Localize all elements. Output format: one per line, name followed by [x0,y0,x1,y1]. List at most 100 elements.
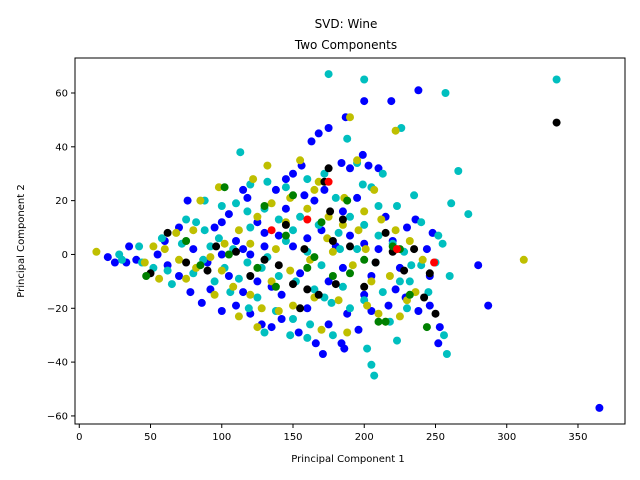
scatter-point-blue-62 [346,231,354,240]
scatter-point-blue-55 [422,245,431,254]
scatter-point-blue-17 [281,175,290,184]
scatter-point-blue-20 [243,193,252,202]
scatter-point-blue-51 [425,301,434,310]
scatter-point-olive-42 [220,239,229,248]
scatter-point-blue-41 [311,339,320,348]
x-tick-label: 250 [426,432,445,443]
scatter-point-black-12 [331,280,340,289]
scatter-point-cyan-13 [363,344,372,353]
scatter-point-cyan-50 [303,175,312,184]
scatter-point-blue-6 [324,124,333,132]
scatter-points [92,70,604,412]
scatter-point-cyan-64 [310,285,319,294]
scatter-point-blue-10 [358,150,367,159]
scatter-point-olive-0 [92,247,101,256]
scatter-point-black-20 [420,293,429,302]
scatter-point-olive-49 [246,290,255,299]
scatter-point-cyan-58 [407,261,416,270]
scatter-point-blue-47 [384,301,393,310]
scatter-point-cyan-7 [464,210,473,219]
scatter-point-black-1 [324,164,333,173]
scatter-point-black-27 [281,220,290,229]
scatter-point-olive-30 [418,255,427,264]
scatter-point-cyan-99 [374,202,383,210]
scatter-point-cyan-45 [217,202,226,210]
scatter-point-olive-45 [175,255,183,264]
scatter-point-blue-48 [391,285,400,294]
scatter-point-cyan-18 [236,148,245,157]
scatter-point-olive-34 [360,207,369,216]
scatter-point-blue-98 [303,304,312,313]
scatter-point-cyan-3 [441,89,450,97]
scatter-point-cyan-6 [447,199,456,208]
scatter-point-cyan-11 [367,360,376,369]
y-tick-label: 60 [55,88,68,99]
scatter-point-olive-60 [271,245,280,254]
scatter-point-black-14 [346,242,354,251]
scatter-point-cyan-51 [320,169,329,178]
scatter-point-olive-40 [253,212,262,221]
scatter-point-cyan-12 [370,371,379,380]
scatter-point-blue-0 [595,403,604,412]
scatter-point-cyan-85 [246,223,255,232]
scatter-point-olive-25 [343,328,352,337]
scatter-point-olive-14 [149,242,158,251]
scatter-point-blue-45 [354,325,363,334]
scatter-point-cyan-63 [327,298,336,307]
scatter-point-green-9 [310,253,319,262]
scatter-point-cyan-34 [210,277,219,286]
scatter-point-black-17 [400,266,409,275]
scatter-point-cyan-72 [192,218,201,227]
scatter-point-cyan-42 [157,234,166,243]
scatter-point-cyan-93 [338,282,347,291]
scatter-point-olive-56 [385,272,394,280]
scatter-point-cyan-8 [445,272,454,280]
scatter-point-olive-18 [210,290,219,299]
y-tick-label: 0 [62,250,68,261]
scatter-point-olive-4 [370,185,379,194]
scatter-point-olive-58 [354,226,363,235]
scatter-point-cyan-40 [115,250,124,259]
scatter-point-cyan-101 [424,288,433,297]
scatter-point-blue-24 [153,250,162,259]
scatter-point-black-31 [381,228,390,237]
scatter-point-blue-46 [367,307,376,315]
scatter-point-black-18 [431,309,440,318]
scatter-point-cyan-88 [296,212,305,221]
scatter-point-cyan-20 [410,191,419,200]
scatter-point-olive-20 [253,323,262,332]
scatter-point-blue-97 [324,320,333,329]
scatter-point-cyan-36 [167,280,176,289]
scatter-point-cyan-54 [360,220,369,229]
chart-subtitle: Two Components [294,38,397,52]
scatter-point-black-21 [410,245,419,254]
scatter-point-green-11 [253,263,262,272]
scatter-point-olive-17 [182,274,191,283]
scatter-point-olive-2 [346,113,354,122]
scatter-point-green-17 [328,272,337,280]
scatter-point-blue-78 [310,196,319,205]
scatter-point-blue-100 [253,277,262,286]
scatter-point-red-4 [303,215,312,224]
scatter-point-cyan-32 [244,304,253,313]
scatter-point-cyan-104 [336,245,344,254]
scatter-point-green-3 [405,290,414,299]
scatter-point-olive-8 [296,156,305,165]
chart-title: SVD: Wine [315,17,378,31]
scatter-point-blue-85 [224,272,233,280]
scatter-point-black-9 [289,280,297,289]
scatter-point-blue-35 [232,301,240,310]
scatter-point-olive-1 [519,255,528,264]
scatter-point-green-7 [346,269,354,278]
scatter-point-cyan-91 [353,245,362,254]
x-tick-label: 50 [144,432,157,443]
scatter-point-olive-63 [310,185,319,194]
scatter-point-blue-12 [364,161,373,170]
scatter-point-black-8 [274,261,283,270]
scatter-point-black-10 [303,285,312,294]
scatter-point-green-15 [182,237,191,245]
scatter-point-cyan-80 [317,261,326,270]
scatter-point-black-23 [260,255,269,264]
